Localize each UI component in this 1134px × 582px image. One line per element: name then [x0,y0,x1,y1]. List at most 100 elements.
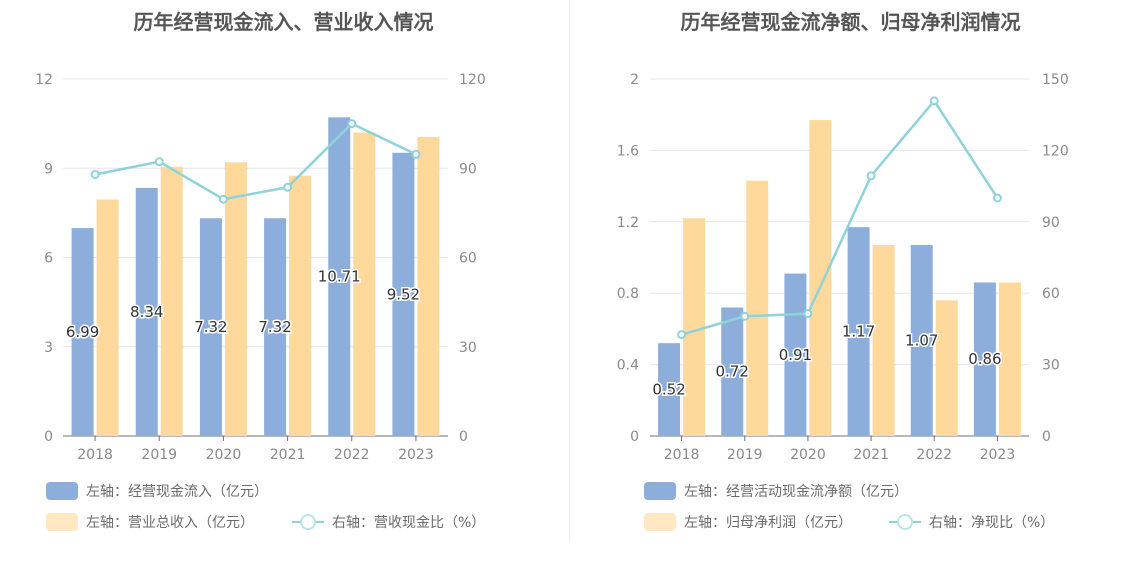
bar-left-series [973,282,996,436]
legend-swatch-orange [46,513,78,531]
right-axis-tick-label: 90 [1042,215,1060,231]
x-axis-tick-label: 2018 [77,447,113,463]
left-axis-tick-label: 12 [35,72,53,88]
bar-left-series [71,228,94,436]
bar-data-label: 7.32 [194,318,227,336]
bar-left-series [199,218,222,436]
legend-swatch-blue [46,482,78,500]
bar-data-label: 1.07 [905,332,938,350]
bar-right-series [160,166,183,436]
ratio-point [803,309,813,319]
right-axis-tick-label: 0 [459,429,468,445]
left-axis-tick-label: 0 [44,429,53,445]
left-axis-tick-label: 1.2 [617,215,639,231]
ratio-line [94,122,417,201]
legend-swatch-blue [644,482,676,500]
ratio-point [677,330,687,340]
bar-right-series [353,132,376,437]
chart-title: 历年经营现金流入、营业收入情况 [133,10,434,34]
bar-data-label: 0.86 [968,350,1001,368]
bar-left-series [847,227,870,436]
left-axis-tick-label: 0 [630,429,639,445]
right-axis-tick-label: 90 [459,161,477,177]
left-axis-tick-label: 3 [44,340,53,356]
bar-right-series [998,282,1021,436]
ratio-point [929,96,939,106]
bar-data-label: 10.71 [318,268,361,286]
x-axis-tick-label: 2023 [398,447,434,463]
x-axis-tick-label: 2019 [727,447,763,463]
right-axis-tick-label: 0 [1042,429,1051,445]
bar-data-label: 0.72 [716,363,749,381]
chart-title: 历年经营现金流净额、归母净利润情况 [680,10,1021,34]
ratio-point [218,194,228,204]
legend-label: 右轴：净现比（%） [929,515,1055,531]
legend-line-marker-icon [292,513,324,531]
ratio-line [681,98,999,336]
x-axis-tick-label: 2021 [853,447,889,463]
bar-right-series [224,162,247,437]
ratio-point [347,119,357,129]
x-axis-tick-label: 2022 [916,447,952,463]
chart-plot-area: 0 0.4 0.8 1.2 1.6 2 0 30 60 90 120 150 2018 0.52 2019 0… [617,72,1069,463]
right-axis-tick-label: 150 [1042,72,1069,88]
ratio-point [866,171,876,181]
x-axis-tick-label: 2020 [790,447,826,463]
left-axis-tick-label: 0.4 [617,358,639,374]
bar-left-series [392,152,415,436]
left-axis-tick-label: 6 [44,251,53,267]
legend-item-net-profit[interactable]: 左轴：归母净利润（亿元） [644,512,852,532]
bar-right-series [746,180,769,436]
bar-data-label: 9.52 [387,285,420,303]
bar-data-label: 8.34 [130,303,163,321]
panel-divider [569,0,570,542]
x-axis-tick-label: 2020 [206,447,242,463]
bar-data-label: 7.32 [258,318,291,336]
right-axis-tick-label: 120 [459,72,486,88]
right-axis-tick-label: 120 [1042,143,1069,159]
bar-right-series [683,218,706,436]
chart-panel-net-cash-flow: 历年经营现金流净额、归母净利润情况 0 0.4 0.8 1.2 1.6 2 0 30 60 90 1… [567,0,1134,582]
legend-item-net-cash-ratio[interactable]: 右轴：净现比（%） [889,512,1054,532]
right-axis-tick-label: 60 [459,251,477,267]
ratio-point [90,169,100,179]
legend-label: 右轴：营收现金比（%） [332,515,486,531]
x-axis-tick-label: 2019 [141,447,177,463]
legend-line-marker-icon [889,513,921,531]
legend-label: 左轴：经营活动现金流净额（亿元） [684,484,908,500]
bar-left-series [135,187,158,436]
ratio-point [411,149,421,159]
right-axis-tick-label: 30 [1042,358,1060,374]
bar-right-series [96,199,119,436]
bar-right-series [935,300,958,436]
legend-swatch-orange [644,513,676,531]
left-axis-tick-label: 0.8 [617,286,639,302]
bar-right-series [417,137,440,436]
bar-left-series [910,245,933,436]
bar-data-label: 1.17 [842,323,875,341]
legend-item-total-revenue[interactable]: 左轴：营业总收入（亿元） [46,512,254,532]
legend-item-revenue-cash-ratio[interactable]: 右轴：营收现金比（%） [292,512,485,532]
x-axis-tick-label: 2022 [334,447,370,463]
bar-data-label: 0.52 [652,381,685,399]
right-axis-tick-label: 30 [459,340,477,356]
chart-panel-cash-inflow: 历年经营现金流入、营业收入情况 0 3 6 9 12 0 30 60 90 120 2018 6.99… [35,10,486,532]
bar-left-series [264,218,287,436]
right-axis-tick-label: 60 [1042,286,1060,302]
legend-item-net-operating-cash-flow[interactable]: 左轴：经营活动现金流净额（亿元） [644,481,908,501]
bar-right-series [872,245,895,436]
left-axis-tick-label: 9 [44,161,53,177]
x-axis-tick-label: 2021 [270,447,306,463]
ratio-point [154,157,164,167]
left-axis-tick-label: 2 [630,72,639,88]
legend-label: 左轴：归母净利润（亿元） [684,515,852,531]
bar-left-series [721,307,744,436]
legend-label: 左轴：营业总收入（亿元） [86,515,254,531]
legend-item-operating-cash-inflow[interactable]: 左轴：经营现金流入（亿元） [46,481,268,501]
ratio-point [992,193,1002,203]
bar-data-label: 0.91 [779,346,812,364]
bar-left-series [328,117,351,436]
left-axis-tick-label: 1.6 [617,143,639,159]
bar-right-series [809,120,832,437]
chart-plot-area: 036912030609012020186.9920198.3420207.32… [35,72,486,463]
